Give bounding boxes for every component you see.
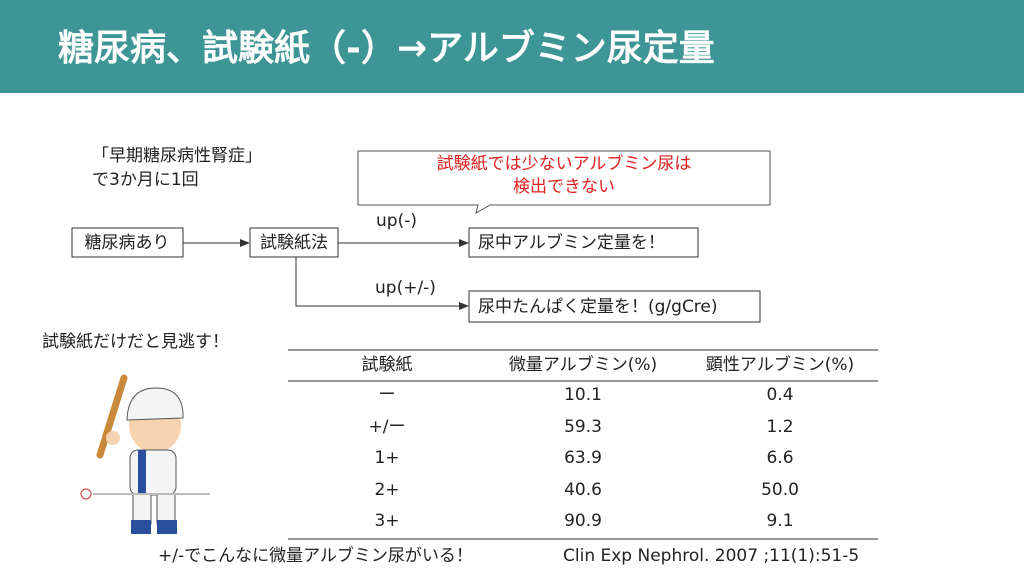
- flow-box: [468, 290, 761, 323]
- table-header-cell: 顕性アルブミン(%): [706, 354, 854, 375]
- citation: Clin Exp Nephrol. 2007 ;11(1):51-5: [563, 546, 859, 566]
- callout-line: 検出できない: [513, 177, 615, 197]
- table-cell: 50.0: [761, 480, 799, 500]
- table-cell: +/ー: [369, 417, 406, 437]
- callout: [357, 150, 771, 215]
- table-header-cell: 試験紙: [362, 355, 413, 375]
- note-line: で3か月に1回: [92, 170, 199, 190]
- table-cell: 9.1: [766, 511, 793, 531]
- table-cell: 2+: [374, 480, 399, 500]
- flow-node: 尿中たんぱく定量を！(g/gCre): [478, 297, 718, 317]
- miss-note: 試験紙だけだと見逃す！: [42, 332, 229, 352]
- baseball-player: [80, 374, 210, 534]
- flow-box: [71, 227, 184, 258]
- edge-label: up(-): [376, 211, 417, 231]
- note-line: 「早期糖尿病性腎症」: [92, 146, 262, 166]
- table-cell: 1.2: [766, 417, 793, 437]
- footer-note: +/-でこんなに微量アルブミン尿がいる！: [158, 545, 473, 566]
- table-cell: 3+: [374, 511, 399, 531]
- table-cell: 63.9: [564, 448, 602, 468]
- header-bar: [0, 0, 1024, 93]
- table-cell: 10.1: [564, 385, 602, 405]
- edge-label: up(+/-): [375, 278, 436, 298]
- table-cell: 90.9: [564, 511, 602, 531]
- table-header-cell: 微量アルブミン(%): [509, 354, 657, 375]
- table-cell: 1+: [374, 448, 399, 468]
- table-cell: ー: [379, 385, 396, 405]
- arrow: [295, 257, 469, 310]
- table-cell: 6.6: [766, 448, 793, 468]
- slide-title: 糖尿病、試験紙（-）→アルブミン尿定量: [58, 27, 715, 69]
- callout-line: 試験紙では少ないアルブミン尿は: [437, 153, 692, 174]
- table-cell: 40.6: [564, 480, 602, 500]
- flow-box: [468, 227, 699, 258]
- flow-node: 糖尿病あり: [85, 233, 170, 253]
- table-cell: 0.4: [766, 385, 793, 405]
- flow-node: 試験紙法: [260, 233, 328, 253]
- table-cell: 59.3: [564, 417, 602, 437]
- flow-node: 尿中アルブミン定量を！: [478, 232, 665, 253]
